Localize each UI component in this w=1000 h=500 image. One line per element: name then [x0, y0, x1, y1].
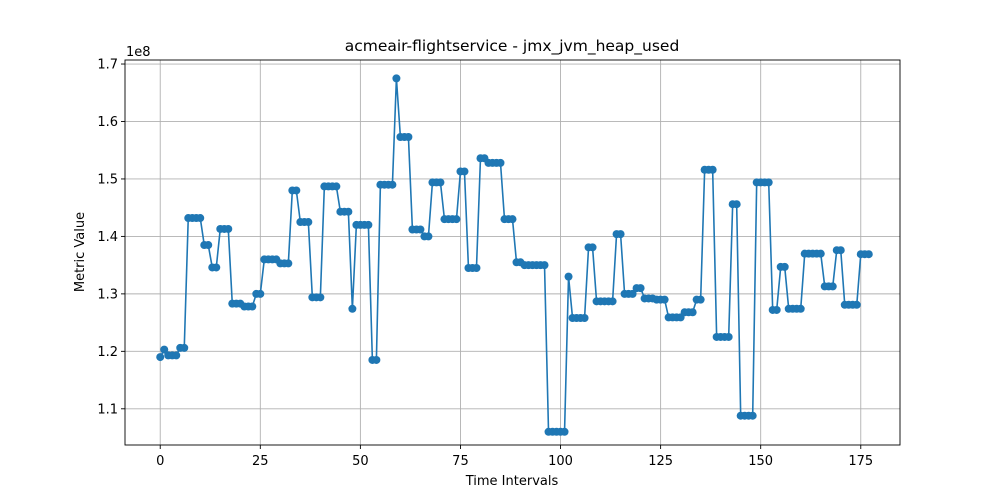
- data-point: [316, 293, 325, 302]
- data-point: [172, 351, 181, 360]
- data-point: [224, 224, 233, 233]
- x-tick-label: 50: [352, 454, 369, 469]
- series-markers: [156, 74, 873, 436]
- x-axis-label: Time Intervals: [465, 474, 559, 489]
- y-tick-label: 1.4: [97, 230, 118, 245]
- data-point: [348, 304, 357, 313]
- data-point: [496, 158, 505, 167]
- data-point: [748, 411, 757, 420]
- data-point: [796, 304, 805, 313]
- x-tick-label: 175: [848, 454, 873, 469]
- data-point: [364, 220, 373, 229]
- data-point: [460, 167, 469, 176]
- data-point: [332, 182, 341, 191]
- data-point: [284, 259, 293, 268]
- data-point: [616, 230, 625, 239]
- data-point: [160, 345, 169, 354]
- data-point: [416, 225, 425, 234]
- data-point: [388, 180, 397, 189]
- data-point: [636, 284, 645, 293]
- data-point: [608, 297, 617, 306]
- data-point: [248, 302, 257, 311]
- data-point: [564, 272, 573, 281]
- y-tick-label: 1.7: [97, 58, 118, 73]
- y-tick-label: 1.2: [97, 345, 118, 360]
- data-point: [628, 289, 637, 298]
- data-point: [588, 243, 597, 252]
- x-tick-label: 100: [548, 454, 573, 469]
- y-axis-label: Metric Value: [73, 212, 88, 292]
- x-tick-label: 25: [252, 454, 269, 469]
- y-axis-ticks: 1.1 1.2 1.3 1.4 1.5 1.6 1.7: [97, 58, 125, 417]
- data-point: [452, 215, 461, 224]
- data-point: [852, 300, 861, 309]
- data-point: [404, 133, 413, 141]
- data-point: [392, 74, 401, 83]
- data-point: [180, 343, 189, 352]
- chart-title: acmeair-flightservice - jmx_jvm_heap_use…: [345, 37, 680, 56]
- data-point: [256, 289, 265, 298]
- data-point: [772, 305, 781, 314]
- plot-frame: [124, 59, 901, 446]
- data-point: [708, 165, 717, 174]
- data-point: [156, 353, 165, 362]
- data-point: [212, 263, 221, 272]
- data-point: [204, 241, 213, 250]
- data-point: [660, 295, 669, 304]
- data-point: [816, 249, 825, 258]
- data-point: [472, 264, 481, 273]
- data-point: [836, 246, 845, 255]
- data-point: [780, 262, 789, 271]
- data-point: [508, 215, 517, 224]
- y-axis-offset-label: 1e8: [126, 45, 151, 60]
- x-axis-ticks: 0 25 50 75 100 125 150 175: [156, 445, 873, 469]
- data-point: [292, 186, 301, 195]
- data-point: [344, 207, 353, 216]
- data-point: [580, 314, 589, 323]
- x-tick-label: 125: [648, 454, 673, 469]
- data-point: [372, 355, 381, 364]
- data-point: [688, 308, 697, 317]
- data-point: [304, 218, 313, 227]
- y-tick-label: 1.1: [97, 402, 118, 417]
- data-point: [764, 178, 773, 187]
- data-point: [540, 261, 549, 270]
- y-tick-label: 1.3: [97, 287, 118, 302]
- data-point: [864, 250, 873, 259]
- data-point: [724, 332, 733, 341]
- x-tick-label: 75: [452, 454, 469, 469]
- x-tick-label: 0: [156, 454, 164, 469]
- data-point: [696, 295, 705, 304]
- data-point: [732, 200, 741, 209]
- y-tick-label: 1.6: [97, 115, 118, 130]
- y-tick-label: 1.5: [97, 172, 118, 187]
- data-point: [424, 232, 433, 241]
- data-point: [196, 214, 205, 223]
- data-point: [560, 427, 569, 436]
- x-tick-label: 150: [748, 454, 773, 469]
- data-point: [828, 282, 837, 291]
- data-point: [436, 178, 445, 187]
